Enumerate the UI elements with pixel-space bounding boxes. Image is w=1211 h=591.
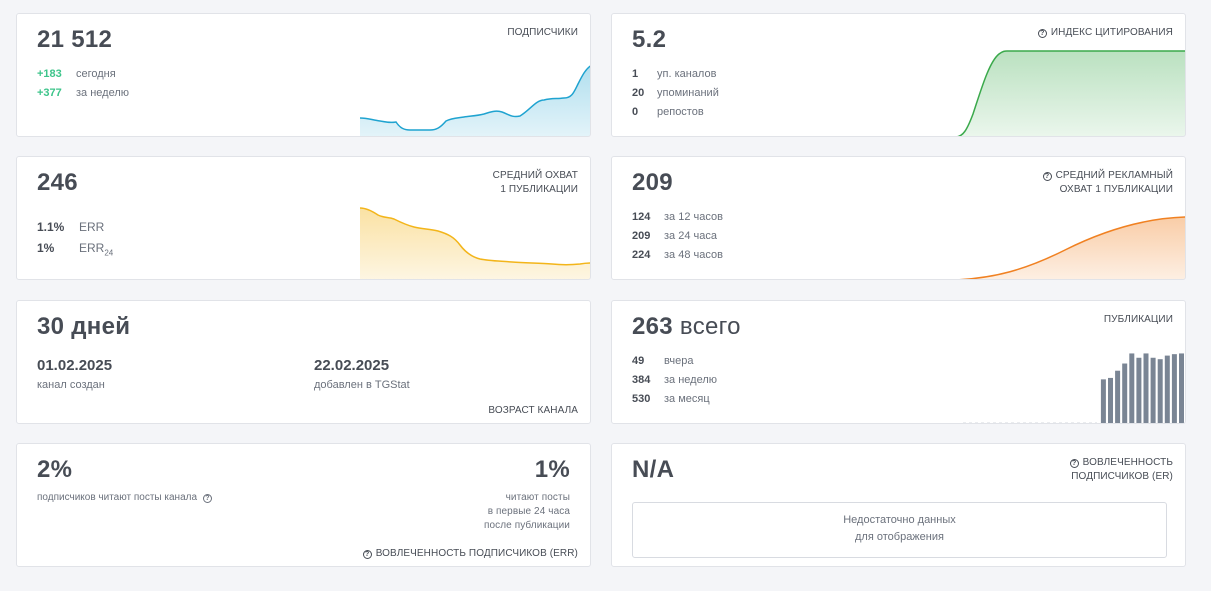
created-date: 01.02.2025 [37,357,113,374]
stat-row-err: 1.1% ERR [37,220,105,234]
channel-age-label: ВОЗРАСТ КАНАЛА [488,405,578,416]
publications-label: ПУБЛИКАЦИИ [1103,314,1173,325]
publication-bar [1136,357,1142,423]
publication-bar [1115,370,1121,423]
err-value: 2% [37,456,73,483]
reach-sparkline [360,207,590,279]
stat-row-week: 384 за неделю [632,374,718,386]
ad-reach-sparkline [958,216,1185,279]
err-label[interactable]: ? ВОВЛЕЧЕННОСТЬ ПОДПИСЧИКОВ (ERR) [362,547,578,561]
stat-row-month: 530 за месяц [632,393,710,405]
stat-row-today: +183 сегодня [37,68,116,80]
citation-sparkline [957,50,1185,136]
stat-row-err24: 1% ERR24 [37,241,114,258]
err-24h-value: 1% [534,456,570,483]
er-label[interactable]: ? ВОВЛЕЧЕННОСТЬ ПОДПИСЧИКОВ (ER) [1069,457,1173,482]
stat-row-24h: 209 за 24 часа [632,230,717,242]
citation-label[interactable]: ? ИНДЕКС ЦИТИРОВАНИЯ [1037,26,1173,40]
publications-total: 263 всего [632,313,741,340]
publication-bar [1100,379,1106,423]
subscribers-label: ПОДПИСЧИКИ [507,27,578,38]
publication-bar [1143,353,1149,423]
publications-bar-chart [963,353,1184,423]
average-reach-value: 246 [37,169,78,196]
citation-index-value: 5.2 [632,26,667,53]
ad-reach-stats: 124 за 12 часов 209 за 24 часа 224 за 48 ча… [632,208,723,265]
publications-card[interactable]: 263 всего ПУБЛИКАЦИИ 49 вчера 384 за недел… [611,300,1186,424]
added-date: 22.02.2025 [314,357,390,374]
ad-reach-card[interactable]: 209 ? СРЕДНИЙ РЕКЛАМНЫЙ ОХВАТ 1 ПУБЛИКАЦИИ… [611,156,1186,280]
stat-row-mentions: 20 упоминаний [632,87,719,99]
err-text: подписчиков читают посты канала ? [37,492,216,503]
publication-bar [1108,377,1113,423]
err-24h-text: читают посты в первые 24 часа после публ… [483,492,570,531]
info-icon[interactable]: ? [1042,172,1052,181]
er-card[interactable]: N/A ? ВОВЛЕЧЕННОСТЬ ПОДПИСЧИКОВ (ER) Недос… [611,443,1186,567]
info-icon[interactable]: ? [1037,29,1047,38]
stat-row-48h: 224 за 48 часов [632,249,723,261]
publication-bar [1122,363,1128,423]
subscribers-sparkline [360,65,590,136]
publications-stats: 49 вчера 384 за неделю 530 за месяц [632,352,717,409]
ad-reach-value: 209 [632,169,673,196]
subscribers-stats: +183 сегодня +377 за неделю [37,65,129,103]
no-data-box: Недостаточно данных для отображения [632,502,1167,558]
stat-row-yesterday: 49 вчера [632,355,694,367]
subscribers-card[interactable]: 21 512 ПОДПИСЧИКИ +183 сегодня +377 за нед… [16,13,591,137]
stat-row-week: +377 за неделю [37,87,130,99]
info-icon[interactable]: ? [1069,459,1079,468]
stat-row-channels: 1 уп. каналов [632,68,717,80]
publication-bar [1129,353,1135,423]
channel-age-card[interactable]: 30 дней 01.02.2025 канал создан 22.02.20… [16,300,591,424]
publication-bar [1150,357,1156,423]
ad-reach-label[interactable]: ? СРЕДНИЙ РЕКЛАМНЫЙ ОХВАТ 1 ПУБЛИКАЦИИ [1042,169,1173,197]
info-icon[interactable]: ? [202,494,212,503]
reach-label: СРЕДНИЙ ОХВАТ 1 ПУБЛИКАЦИИ [492,170,578,195]
publication-bar [1164,355,1170,423]
publication-bar [1157,359,1163,423]
added-text: добавлен в TGStat [314,379,410,391]
subscribers-count: 21 512 [37,26,113,53]
stat-row-reposts: 0 репостов [632,106,704,118]
created-text: канал создан [37,379,105,391]
citation-stats: 1 уп. каналов 20 упоминаний 0 репостов [632,65,719,122]
er-value: N/A [632,456,675,483]
stat-row-12h: 124 за 12 часов [632,211,723,223]
channel-age-value: 30 дней [37,313,131,340]
citation-card[interactable]: 5.2 ? ИНДЕКС ЦИТИРОВАНИЯ 1 уп. каналов 20 у… [611,13,1186,137]
err-card[interactable]: 2% подписчиков читают посты канала ? 1% … [16,443,591,567]
publication-bar [1179,353,1184,423]
reach-card[interactable]: 246 СРЕДНИЙ ОХВАТ 1 ПУБЛИКАЦИИ 1.1% ERR 1%… [16,156,591,280]
reach-stats: 1.1% ERR 1% ERR24 [37,217,113,263]
info-icon[interactable]: ? [362,550,372,559]
publication-bar [1171,354,1177,423]
